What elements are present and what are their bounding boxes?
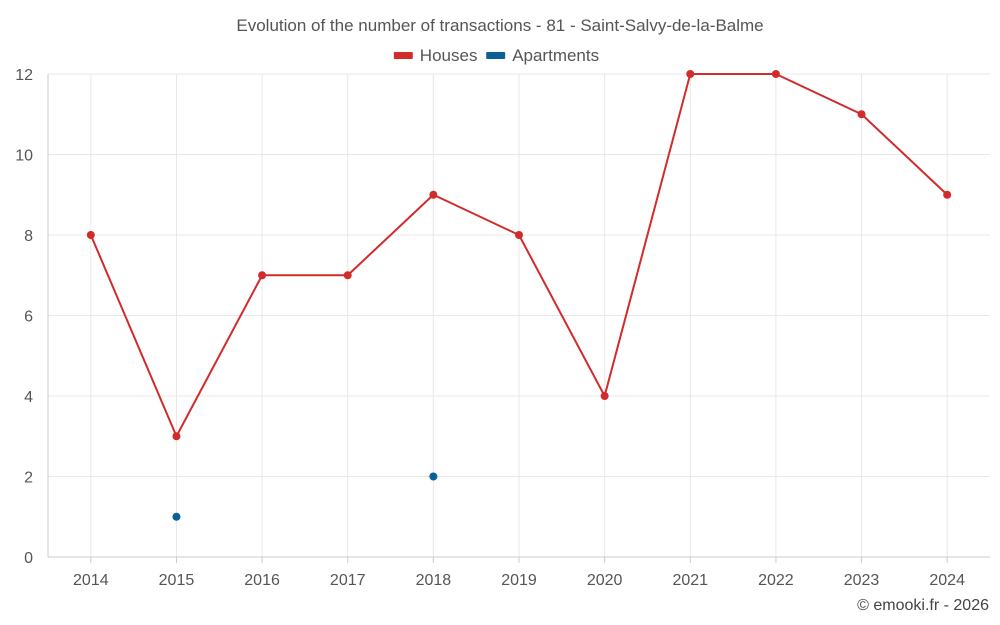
x-tick-label: 2020: [587, 572, 623, 589]
apartments-data-point: [429, 472, 438, 481]
legend-label-houses: Houses: [420, 46, 478, 65]
houses-data-point: [771, 70, 780, 78]
y-tick-label: 2: [24, 470, 33, 487]
legend-label-apartments: Apartments: [512, 46, 599, 65]
houses-data-point: [943, 190, 952, 199]
houses-data-point: [258, 271, 267, 280]
houses-data-point: [429, 190, 438, 199]
x-tick-label: 2019: [501, 572, 537, 589]
x-axis-ticks: 2014 2015 2016 2017 2018 2019 2020 2021 2022 2023…: [73, 557, 965, 589]
legend-swatch-houses: [393, 52, 413, 59]
x-tick-label: 2017: [330, 572, 366, 589]
houses-data-point: [857, 110, 866, 119]
x-tick-label: 2016: [244, 572, 280, 589]
footer-credit: © emooki.fr - 2026: [857, 597, 989, 614]
houses-data-point: [86, 231, 95, 239]
x-tick-label: 2015: [159, 572, 195, 589]
y-tick-label: 8: [24, 228, 33, 245]
gridlines: [48, 73, 990, 557]
y-tick-label: 4: [24, 389, 33, 406]
houses-data-point: [343, 271, 352, 280]
x-tick-label: 2023: [844, 572, 880, 589]
legend: Houses Apartments: [393, 46, 599, 65]
y-tick-label: 0: [24, 550, 33, 567]
x-tick-label: 2024: [929, 572, 965, 589]
y-tick-label: 6: [24, 309, 33, 326]
chart-title: Evolution of the number of transactions …: [236, 16, 763, 35]
houses-data-point: [515, 231, 523, 239]
houses-data-point: [172, 432, 181, 441]
y-tick-label: 10: [15, 148, 33, 165]
houses-data-point: [686, 70, 695, 78]
x-tick-label: 2014: [73, 572, 109, 589]
x-tick-label: 2022: [758, 572, 794, 589]
series-group: [86, 70, 952, 521]
houses-data-point: [600, 392, 609, 400]
y-axis-ticks: 0 2 4 6 8 10 12: [15, 67, 33, 567]
x-tick-label: 2021: [672, 572, 708, 589]
x-tick-label: 2018: [416, 572, 452, 589]
apartments-data-point: [172, 512, 181, 521]
legend-swatch-apartments: [486, 52, 506, 59]
y-tick-label: 12: [15, 67, 33, 84]
